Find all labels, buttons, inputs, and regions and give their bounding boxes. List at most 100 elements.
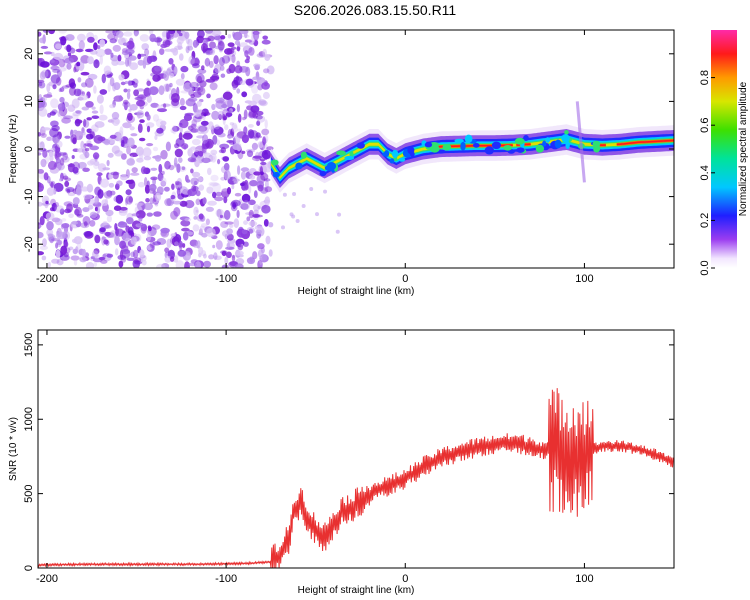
noise-blob	[125, 115, 136, 123]
noise-blob	[114, 150, 123, 157]
noise-blob	[140, 166, 147, 175]
noise-blob	[225, 251, 232, 259]
noise-blob	[91, 115, 100, 119]
noise-blob	[114, 131, 122, 142]
noise-blob	[225, 112, 233, 117]
stray-blob	[280, 225, 285, 230]
ridge-blob	[389, 158, 395, 164]
noise-blob	[261, 204, 271, 214]
noise-blob	[154, 154, 162, 162]
noise-blob	[173, 255, 179, 263]
noise-blob	[176, 177, 182, 186]
noise-blob	[185, 45, 190, 54]
noise-blob	[246, 150, 254, 158]
noise-blob	[134, 202, 144, 207]
noise-blob	[212, 191, 217, 199]
noise-blob	[58, 30, 67, 34]
noise-blob	[245, 66, 251, 77]
noise-blob	[252, 251, 258, 260]
noise-blob	[83, 231, 93, 237]
noise-blob	[248, 221, 258, 227]
noise-blob	[38, 132, 41, 137]
noise-blob	[93, 59, 100, 69]
noise-blob	[223, 170, 231, 181]
noise-blob	[190, 168, 194, 174]
noise-blob	[64, 180, 70, 187]
noise-blob	[115, 226, 119, 237]
noise-blob	[40, 61, 50, 68]
noise-blob	[116, 180, 123, 187]
noise-blob	[241, 134, 249, 144]
spectrogram-y-tick-label: -20	[23, 236, 35, 252]
noise-blob	[200, 223, 208, 228]
noise-blob	[221, 264, 229, 268]
noise-blob	[226, 228, 234, 235]
noise-blob	[130, 172, 140, 176]
noise-blob	[168, 164, 175, 171]
noise-blob	[39, 245, 48, 251]
noise-blob	[79, 135, 83, 140]
noise-blob	[157, 108, 167, 113]
noise-blob	[203, 253, 207, 259]
noise-blob	[252, 155, 262, 159]
noise-blob	[187, 148, 193, 157]
colorbar-label: Normalized spectral amplitude	[738, 81, 749, 216]
noise-blob	[196, 240, 201, 249]
noise-blob	[146, 80, 151, 87]
colorbar: 0.0 0.2 0.4 0.6 0.8 Normalized spectral ampl…	[699, 30, 749, 276]
noise-blob	[175, 181, 183, 191]
noise-blob	[93, 261, 98, 267]
ridge-blob	[272, 171, 280, 178]
noise-blob	[137, 94, 147, 99]
noise-blob	[213, 252, 218, 260]
noise-blob	[253, 209, 259, 215]
spectrogram-x-tick-label: 100	[575, 273, 593, 285]
noise-blob	[251, 142, 258, 150]
noise-blob	[137, 59, 145, 66]
noise-blob	[104, 231, 111, 237]
noise-blob	[209, 41, 216, 49]
noise-blob	[121, 232, 132, 241]
noise-blob	[225, 246, 235, 250]
noise-blob	[171, 125, 177, 135]
noise-blob	[192, 224, 200, 232]
noise-blob	[68, 213, 74, 219]
noise-blob	[231, 122, 238, 130]
noise-blob	[151, 224, 161, 230]
noise-blob	[227, 42, 235, 47]
noise-blob	[222, 91, 233, 101]
noise-blob	[173, 157, 178, 167]
noise-blob	[160, 227, 170, 234]
noise-blob	[256, 115, 266, 123]
noise-blob	[84, 147, 90, 152]
noise-blob	[43, 51, 53, 55]
noise-blob	[64, 57, 74, 64]
noise-blob	[184, 31, 190, 39]
snr-x-tick-label: -100	[215, 573, 237, 585]
noise-blob	[90, 124, 99, 133]
noise-blob	[73, 66, 77, 73]
noise-blob	[72, 129, 78, 134]
noise-blob	[99, 227, 106, 233]
noise-blob	[233, 135, 241, 145]
noise-blob	[64, 135, 71, 139]
noise-blob	[268, 222, 274, 228]
noise-blob	[136, 110, 145, 119]
noise-blob	[48, 30, 55, 35]
noise-blob	[148, 183, 157, 192]
noise-blob	[169, 48, 177, 53]
spectrogram-x-axis-label: Height of straight line (km)	[298, 286, 415, 297]
noise-blob	[85, 262, 95, 268]
noise-blob	[77, 77, 82, 83]
noise-blob	[177, 36, 185, 40]
noise-blob	[112, 44, 122, 52]
noise-blob	[129, 126, 135, 131]
noise-blob	[106, 73, 113, 79]
noise-blob	[38, 169, 45, 174]
noise-blob	[115, 194, 124, 204]
noise-blob	[207, 35, 215, 42]
snr-y-tick-label: 1000	[23, 407, 35, 431]
noise-blob	[129, 104, 138, 111]
noise-blob	[67, 163, 75, 173]
noise-blob	[143, 202, 153, 211]
